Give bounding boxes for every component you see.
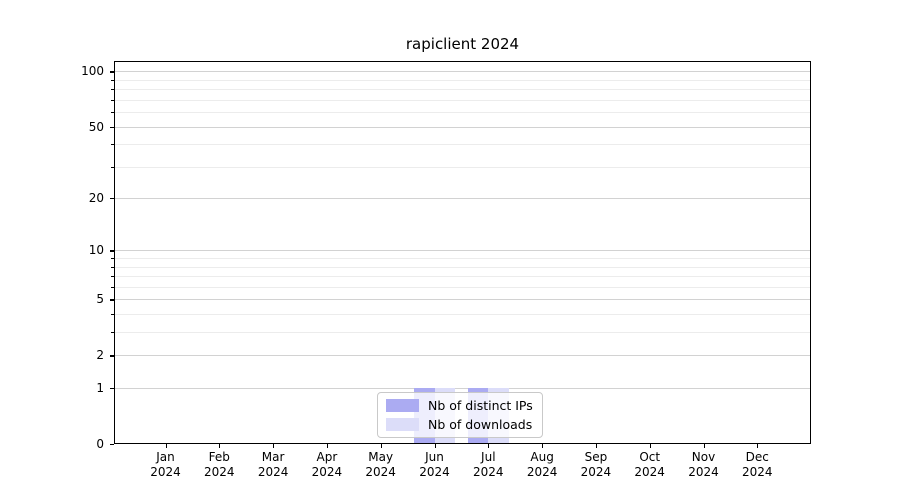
y-tick-label: 1	[96, 381, 104, 396]
x-tick	[380, 443, 382, 448]
legend-item-downloads: Nb of downloads	[386, 417, 542, 433]
legend-swatch-downloads	[386, 418, 419, 431]
plot-border	[114, 61, 811, 444]
gridline-minor	[115, 79, 810, 81]
y-tick-minor	[111, 112, 114, 114]
y-tick-major	[110, 444, 114, 446]
gridline-minor	[115, 266, 810, 268]
x-tick-label: Jul 2024	[473, 450, 504, 479]
x-tick-label: Mar 2024	[257, 450, 289, 479]
y-tick-major	[110, 388, 114, 390]
x-tick	[757, 443, 759, 448]
y-tick-label: 10	[88, 243, 104, 258]
y-tick-minor	[111, 144, 114, 146]
x-tick-label: Feb 2024	[204, 450, 235, 479]
gridline-minor	[115, 286, 810, 288]
y-tick-major	[110, 126, 114, 128]
y-tick-label: 2	[96, 348, 104, 363]
gridline-minor	[115, 112, 810, 114]
legend-label-distinct-ips: Nb of distinct IPs	[428, 398, 533, 413]
x-tick-label: Aug 2024	[526, 450, 558, 479]
x-tick-label: May 2024	[365, 450, 396, 479]
legend-item-distinct-ips: Nb of distinct IPs	[386, 398, 542, 414]
x-tick	[649, 443, 651, 448]
x-tick-label: Apr 2024	[311, 450, 343, 479]
y-tick-major	[110, 250, 114, 252]
legend: Nb of distinct IPs Nb of downloads	[377, 392, 543, 438]
y-tick-minor	[111, 166, 114, 168]
x-tick-label: Nov 2024	[688, 450, 719, 479]
y-tick-minor	[111, 314, 114, 316]
y-tick-major	[110, 198, 114, 200]
y-tick-label: 5	[96, 292, 104, 307]
y-tick-minor	[111, 89, 114, 91]
y-tick-major	[110, 355, 114, 357]
y-tick-label: 20	[88, 191, 104, 206]
x-tick-label: Jun 2024	[419, 450, 450, 479]
y-tick-major	[110, 71, 114, 73]
legend-swatch-distinct-ips	[386, 399, 419, 412]
gridline-minor	[115, 314, 810, 316]
x-tick	[273, 443, 275, 448]
x-tick	[165, 443, 167, 448]
gridline-minor	[115, 89, 810, 91]
x-tick-label: Oct 2024	[634, 450, 665, 479]
x-tick	[488, 443, 490, 448]
x-tick	[434, 443, 436, 448]
y-tick-label: 50	[88, 119, 104, 134]
x-tick	[703, 443, 705, 448]
gridline-minor	[115, 258, 810, 260]
x-tick-label: Sep 2024	[580, 450, 612, 479]
y-tick-label: 100	[81, 64, 104, 79]
gridline-minor	[115, 332, 810, 334]
gridline-major	[115, 198, 810, 200]
gridline-minor	[115, 144, 810, 146]
gridline-major	[115, 299, 810, 301]
legend-label-downloads: Nb of downloads	[428, 417, 533, 432]
y-tick-minor	[111, 276, 114, 278]
gridline-minor	[115, 99, 810, 101]
x-tick	[542, 443, 544, 448]
x-tick-label: Dec 2024	[742, 450, 773, 479]
chart-title: rapiclient 2024	[405, 35, 520, 53]
x-tick	[326, 443, 329, 448]
x-tick	[595, 443, 598, 448]
gridline-major	[115, 71, 810, 73]
y-tick-minor	[111, 266, 114, 268]
gridline-major	[115, 126, 810, 128]
gridline-major	[115, 355, 810, 357]
gridline-major	[115, 250, 810, 252]
gridline-major	[115, 388, 810, 390]
y-tick-minor	[111, 258, 114, 260]
gridline-minor	[115, 276, 810, 278]
y-tick-minor	[111, 79, 114, 82]
x-tick-label: Jan 2024	[150, 450, 181, 479]
x-tick	[219, 443, 221, 448]
y-tick-major	[110, 299, 114, 301]
gridline-minor	[115, 166, 810, 168]
y-tick-label: 0	[96, 437, 104, 451]
y-tick-minor	[111, 99, 114, 102]
y-tick-minor	[111, 286, 114, 289]
y-tick-minor	[111, 332, 114, 334]
